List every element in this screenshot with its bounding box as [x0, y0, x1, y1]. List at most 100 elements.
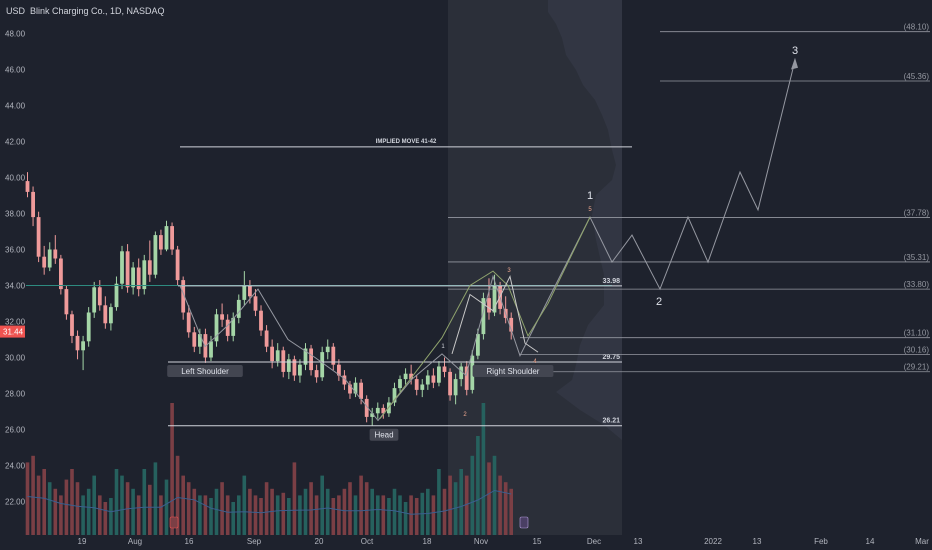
volume-bar	[414, 498, 419, 535]
x-tick-label: Aug	[128, 537, 142, 546]
candle-body	[42, 256, 47, 268]
candle-body	[448, 371, 452, 396]
volume-bar	[426, 488, 430, 535]
volume-bar	[209, 498, 213, 535]
volume-bar	[131, 488, 135, 535]
volume-bar	[42, 469, 46, 535]
candle-body	[198, 334, 202, 347]
volume-bar	[353, 495, 358, 535]
candle-body	[125, 251, 130, 288]
candle-body	[381, 407, 386, 414]
candle-body	[353, 382, 358, 394]
candle-body	[31, 191, 35, 218]
volume-bar	[476, 436, 480, 535]
subwave-4-label: 4	[533, 359, 537, 365]
candle-body	[259, 310, 263, 331]
right-shoulder-label: Right Shoulder	[487, 367, 540, 376]
volume-bar	[114, 469, 119, 535]
candle-body	[476, 334, 480, 356]
y-tick-label: 24.00	[5, 462, 26, 471]
candle-body	[81, 341, 85, 351]
candle-body	[114, 283, 119, 308]
candle-body	[409, 373, 413, 380]
candle-body	[442, 366, 447, 372]
volume-bar	[220, 482, 224, 535]
volume-bar	[437, 469, 441, 535]
symbol-title[interactable]: Blink Charging Co., 1D, NASDAQ	[30, 6, 165, 16]
candle-body	[370, 413, 375, 417]
candle-body	[36, 217, 41, 257]
volume-bar	[231, 502, 235, 535]
candle-body	[25, 181, 30, 192]
target-level-label: (45.36)	[904, 72, 930, 81]
x-tick-label: 20	[315, 537, 324, 546]
candle-body	[164, 226, 169, 250]
volume-bar	[214, 488, 219, 535]
candle-body	[275, 350, 280, 362]
volume-bar	[503, 482, 508, 535]
candle-body	[403, 373, 408, 380]
volume-bar	[464, 475, 469, 535]
volume-bar	[86, 488, 91, 535]
target-level-label: (48.10)	[904, 23, 930, 32]
volume-bar	[192, 488, 197, 535]
candle-body	[214, 314, 219, 342]
target-arrowhead	[791, 57, 798, 70]
candle-body	[425, 375, 430, 385]
candle-body	[175, 249, 180, 281]
price-axis[interactable]: 48.00 46.00 44.00 42.00 40.00 38.00 36.00 34.00…	[0, 30, 26, 507]
volume-bar	[259, 498, 263, 535]
volume-bar	[198, 495, 202, 535]
primary-projection-path	[179, 60, 796, 422]
x-tick-label: Mar	[915, 537, 929, 546]
volume-bar	[342, 488, 347, 535]
candle-body	[459, 366, 464, 380]
candle-body	[314, 370, 319, 378]
x-tick-label: Nov	[474, 537, 488, 546]
y-tick-label: 44.00	[5, 102, 26, 111]
volume-bar	[175, 455, 180, 535]
x-tick-label: 2022	[704, 537, 722, 546]
y-tick-label: 48.00	[5, 30, 26, 39]
volume-bar	[459, 469, 463, 535]
volume-bar	[403, 502, 408, 535]
volume-bar	[148, 484, 152, 535]
candle-body	[264, 330, 269, 347]
left-shoulder-label-box	[167, 365, 243, 377]
volume-bar	[70, 469, 74, 535]
candle-body	[59, 258, 63, 290]
candle-body	[120, 251, 124, 284]
volume-bar	[75, 482, 80, 535]
volume-bar	[320, 475, 324, 535]
key-level-label: 29.75	[602, 354, 620, 361]
target-level-label: (31.10)	[904, 329, 930, 338]
y-tick-label: 34.00	[5, 282, 26, 291]
subwave-2-label: 2	[463, 412, 467, 418]
candle-body	[136, 267, 141, 290]
candle-body	[286, 359, 291, 372]
candle-body	[47, 249, 52, 268]
earnings-marker-nov	[519, 516, 529, 529]
wave-2-label: 2	[656, 296, 662, 308]
right-shoulder-label-box	[472, 365, 554, 377]
volume-bar	[409, 495, 413, 535]
volume-profile-histogram	[548, 0, 622, 440]
horizontal-levels: IMPLIED MOVE 41-42 33.98 29.75 26.21 (48.10)…	[26, 23, 930, 427]
candle-body	[348, 384, 352, 394]
candle-body	[359, 382, 363, 399]
volume-bar	[298, 495, 302, 535]
time-axis[interactable]: 19 Aug 16 Sep 20 Oct 18 Nov 15 Dec 13 2022 13 Feb 14 Ma…	[78, 537, 930, 546]
head-label-box	[369, 428, 399, 441]
y-tick-label: 40.00	[5, 174, 26, 183]
subwave-3-label: 3	[507, 268, 511, 274]
candle-body	[398, 379, 402, 389]
candle-body	[236, 299, 241, 318]
wave-projection-paths	[179, 57, 798, 422]
candle-body	[464, 366, 469, 390]
volume-bar	[120, 475, 124, 535]
candle-body	[209, 341, 213, 358]
volume-bar	[337, 495, 341, 535]
volume-bar	[98, 495, 102, 535]
left-shoulder-label: Left Shoulder	[181, 367, 229, 376]
